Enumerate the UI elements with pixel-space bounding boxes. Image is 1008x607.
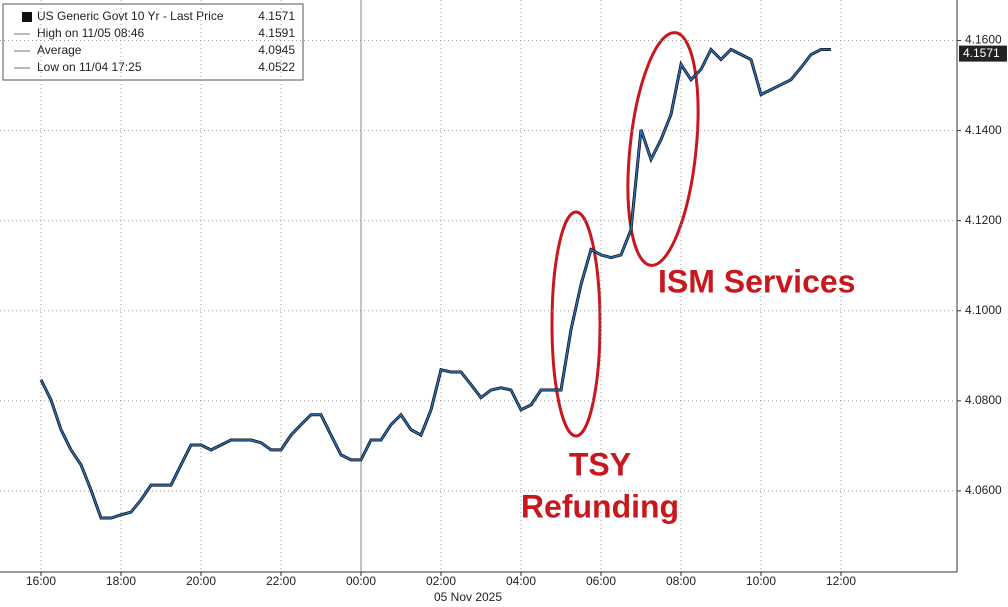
x-tick-label: 22:00 xyxy=(266,574,296,588)
last-price-label: 4.1571 xyxy=(963,46,1000,60)
annotation: TSY xyxy=(569,446,631,482)
price-line xyxy=(40,48,831,519)
legend-value: 4.1571 xyxy=(258,9,295,23)
x-tick-label: 18:00 xyxy=(106,574,136,588)
x-tick-label: 20:00 xyxy=(186,574,216,588)
plot-area xyxy=(0,0,957,572)
legend-value: 4.1591 xyxy=(258,26,295,40)
day-label: 05 Nov 2025 xyxy=(434,590,502,604)
last-price-tag xyxy=(959,45,1007,62)
annotation: ISM Services xyxy=(658,263,855,299)
y-tick-label: 4.1400 xyxy=(965,123,1002,137)
highlight-ellipse xyxy=(550,210,602,438)
legend-swatch xyxy=(22,12,32,22)
y-tick-label: 4.1200 xyxy=(965,213,1002,227)
legend: US Generic Govt 10 Yr - Last Price 4.1571… xyxy=(2,3,304,81)
x-tick-label: 00:00 xyxy=(346,574,376,588)
x-tick-label: 04:00 xyxy=(506,574,536,588)
legend-label: Low on 11/04 17:25 xyxy=(37,60,142,74)
y-tick-label: 4.0600 xyxy=(965,483,1002,497)
legend-box xyxy=(2,3,304,81)
x-tick-label: 10:00 xyxy=(746,574,776,588)
legend-label: High on 11/05 08:46 xyxy=(37,26,145,40)
x-tick-label: 16:00 xyxy=(26,574,56,588)
x-tick-label: 08:00 xyxy=(666,574,696,588)
y-tick-label: 4.1600 xyxy=(965,33,1002,47)
y-tick-label: 4.0800 xyxy=(965,393,1002,407)
legend-value: 4.0522 xyxy=(258,60,295,74)
legend-value: 4.0945 xyxy=(258,43,295,57)
annotation: Refunding xyxy=(521,488,679,524)
legend-label: Average xyxy=(37,43,82,57)
highlight-ellipse xyxy=(626,31,700,267)
x-tick-label: 06:00 xyxy=(586,574,616,588)
x-tick-label: 02:00 xyxy=(426,574,456,588)
x-tick-label: 12:00 xyxy=(826,574,856,588)
legend-label: US Generic Govt 10 Yr - Last Price xyxy=(37,9,224,23)
y-tick-label: 4.1000 xyxy=(965,303,1002,317)
